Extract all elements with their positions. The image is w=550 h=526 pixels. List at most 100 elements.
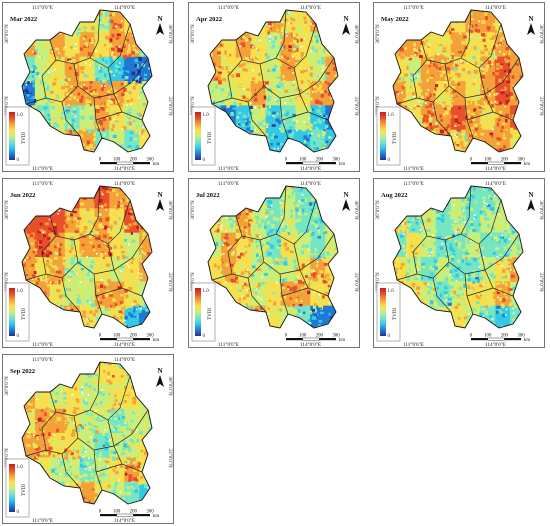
svg-text:0: 0	[470, 158, 473, 163]
map-panel: 111°0'0"E 114°0'0"E 111°0'0"E 114°0'0"E 36°0…	[2, 2, 174, 172]
lon-label: 111°0'0"E	[218, 4, 239, 11]
lat-label: 36°0'0"N	[538, 24, 545, 44]
svg-text:200: 200	[130, 334, 138, 339]
north-arrow-icon: N	[156, 15, 164, 35]
panel-title: Aug 2022	[381, 192, 408, 199]
svg-text:N: N	[528, 15, 533, 23]
lat-label: 36°0'0"N	[538, 200, 545, 220]
lon-label: 114°0'0"E	[300, 180, 321, 187]
lat-label: 33°0'0"N	[374, 96, 381, 116]
svg-text:0: 0	[17, 334, 20, 339]
panel-title: Apr 2022	[196, 16, 223, 23]
lon-label: 111°0'0"E	[32, 341, 53, 348]
svg-text:0: 0	[17, 158, 20, 163]
map-panel: 111°0'0"E 114°0'0"E 111°0'0"E 114°0'0"E 36°0…	[2, 178, 174, 348]
lon-label: 114°0'0"E	[300, 341, 321, 348]
lat-label: 36°0'0"N	[353, 24, 360, 44]
map-svg: 111°0'0"E 114°0'0"E 111°0'0"E 114°0'0"E 36°0…	[2, 354, 174, 524]
svg-text:TVDI: TVDI	[22, 308, 27, 320]
panel-title: Sep 2022	[10, 368, 36, 375]
panel-title: Jun 2022	[10, 192, 36, 199]
lon-label: 111°0'0"E	[403, 4, 424, 11]
lon-label: 111°0'0"E	[32, 165, 53, 172]
panel-title: Mar 2022	[10, 16, 38, 23]
lon-label: 114°0'0"E	[485, 4, 506, 11]
svg-text:N: N	[157, 15, 162, 23]
lat-label: 33°0'0"N	[353, 96, 360, 116]
svg-text:300: 300	[332, 158, 340, 163]
panel-title: May 2022	[381, 16, 409, 23]
lon-label: 111°0'0"E	[403, 341, 424, 348]
map-panel: 111°0'0"E 114°0'0"E 111°0'0"E 114°0'0"E 36°0…	[188, 2, 360, 172]
lon-label: 111°0'0"E	[32, 180, 53, 187]
north-arrow-icon: N	[156, 191, 164, 211]
map-panel: 111°0'0"E 114°0'0"E 111°0'0"E 114°0'0"E 36°0…	[188, 178, 360, 348]
lat-label: 36°0'0"N	[167, 376, 174, 396]
svg-text:200: 200	[130, 158, 138, 163]
svg-text:0: 0	[203, 158, 206, 163]
svg-text:200: 200	[501, 158, 509, 163]
north-arrow-icon: N	[342, 15, 350, 35]
lat-label: 36°0'0"N	[353, 200, 360, 220]
lat-label: 36°0'0"N	[189, 24, 196, 44]
north-arrow-icon: N	[527, 191, 535, 211]
lat-label: 36°0'0"N	[374, 200, 381, 220]
lon-label: 111°0'0"E	[218, 180, 239, 187]
lon-label: 114°0'0"E	[114, 356, 135, 363]
lat-label: 36°0'0"N	[189, 200, 196, 220]
svg-text:300: 300	[517, 158, 525, 163]
svg-text:0: 0	[285, 158, 288, 163]
svg-text:0: 0	[99, 158, 102, 163]
lon-label: 114°0'0"E	[300, 165, 321, 172]
north-arrow-icon: N	[527, 15, 535, 35]
lat-label: 33°0'0"N	[538, 96, 545, 116]
svg-text:100: 100	[299, 158, 307, 163]
map-panel: 111°0'0"E 114°0'0"E 111°0'0"E 114°0'0"E 36°0…	[2, 354, 174, 524]
panel-title: Jul 2022	[196, 192, 220, 199]
lon-label: 111°0'0"E	[32, 356, 53, 363]
lon-label: 114°0'0"E	[114, 165, 135, 172]
lat-label: 33°0'0"N	[167, 272, 174, 292]
lat-label: 33°0'0"N	[167, 96, 174, 116]
svg-text:km: km	[339, 162, 345, 167]
svg-text:1.0: 1.0	[203, 113, 210, 118]
lat-label: 33°0'0"N	[189, 96, 196, 116]
lat-label: 36°0'0"N	[167, 24, 174, 44]
map-svg: 111°0'0"E 114°0'0"E 111°0'0"E 114°0'0"E 36°0…	[373, 2, 545, 172]
lat-label: 33°0'0"N	[3, 96, 10, 116]
lon-label: 114°0'0"E	[485, 341, 506, 348]
lat-label: 36°0'0"N	[3, 376, 10, 396]
lat-label: 33°0'0"N	[374, 272, 381, 292]
svg-text:km: km	[153, 338, 159, 343]
map-svg: 111°0'0"E 114°0'0"E 111°0'0"E 114°0'0"E 36°0…	[188, 178, 360, 348]
svg-text:TVDI: TVDI	[22, 132, 27, 144]
lon-label: 114°0'0"E	[114, 4, 135, 11]
map-svg: 111°0'0"E 114°0'0"E 111°0'0"E 114°0'0"E 36°0…	[2, 2, 174, 172]
lon-label: 114°0'0"E	[114, 180, 135, 187]
svg-text:km: km	[153, 162, 159, 167]
lon-label: 111°0'0"E	[32, 4, 53, 11]
svg-text:100: 100	[113, 158, 121, 163]
lat-label: 36°0'0"N	[167, 200, 174, 220]
svg-text:TVDI: TVDI	[208, 132, 213, 144]
lon-label: 114°0'0"E	[114, 517, 135, 524]
svg-text:300: 300	[146, 158, 154, 163]
map-panel: 111°0'0"E 114°0'0"E 111°0'0"E 114°0'0"E 36°0…	[373, 2, 545, 172]
svg-text:N: N	[157, 191, 162, 199]
lon-label: 114°0'0"E	[114, 341, 135, 348]
lat-label: 36°0'0"N	[374, 24, 381, 44]
lat-label: 36°0'0"N	[3, 24, 10, 44]
lon-label: 111°0'0"E	[32, 517, 53, 524]
map-svg: 111°0'0"E 114°0'0"E 111°0'0"E 114°0'0"E 36°0…	[373, 178, 545, 348]
